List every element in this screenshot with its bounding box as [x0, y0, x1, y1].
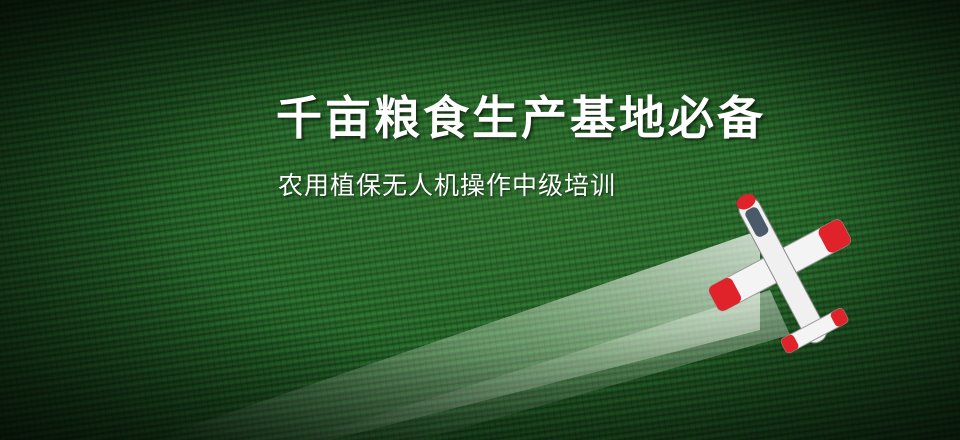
crop-duster-airplane-icon [708, 193, 852, 354]
banner-subtitle: 农用植保无人机操作中级培训 [278, 171, 617, 200]
banner-title: 千亩粮食生产基地必备 [276, 91, 766, 145]
